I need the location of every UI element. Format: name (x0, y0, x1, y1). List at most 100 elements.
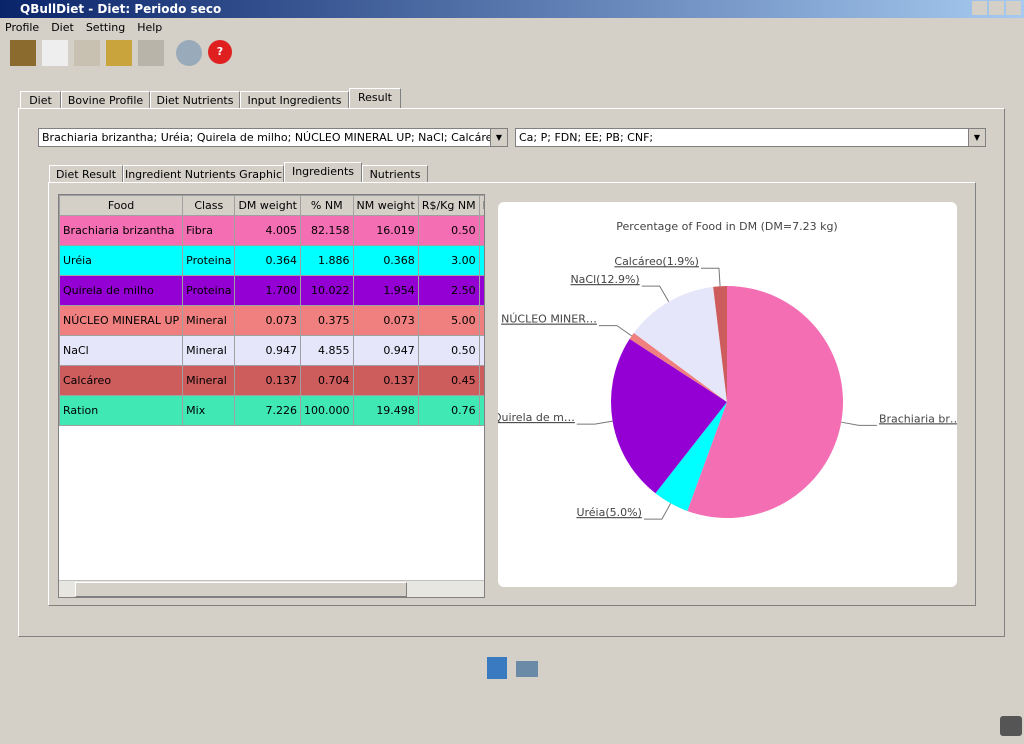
leader-line (598, 325, 632, 337)
table-cell: 0.45 (417, 365, 480, 396)
sub-tab[interactable]: Ingredients (284, 162, 362, 183)
table-cell: 3.00 (417, 245, 480, 276)
ingredients-panel (48, 182, 976, 606)
pie-slice (655, 402, 727, 511)
table-row[interactable]: NaCl Mineral 0.947 4.855 0.947 0.50 (59, 335, 484, 366)
table-cell (478, 335, 484, 366)
table-cell: 5.00 (417, 305, 480, 336)
table-cell: 4.855 (300, 335, 354, 366)
pie-slice (687, 286, 844, 518)
result-panel (18, 108, 1005, 637)
table-cell: NÚCLEO MINERAL UP (59, 305, 184, 336)
tab[interactable]: Bovine Profile (61, 91, 150, 109)
table-cell: Fibra (182, 215, 236, 246)
table-cell: Quirela de milho (59, 275, 184, 306)
combo-text: Ca; P; FDN; EE; PB; CNF; (519, 131, 654, 144)
pie-slice (713, 286, 727, 402)
table-cell (478, 275, 484, 306)
table-cell (478, 305, 484, 336)
report-icon[interactable] (487, 657, 507, 679)
column-header: Class (182, 195, 236, 216)
menu-item[interactable]: Diet (51, 21, 74, 34)
tool-icon[interactable] (106, 40, 132, 66)
slice-label: NÚCLEO MINER… (501, 313, 597, 326)
menu-item[interactable]: Profile (5, 21, 40, 34)
table-cell: 0.76 (417, 395, 480, 426)
slice-label: Brachiaria br… (879, 412, 957, 425)
slice-label: Uréia(5.0%) (576, 506, 641, 519)
combo-arrow[interactable]: ▼ (968, 129, 985, 146)
table-cell: 0.375 (300, 305, 354, 336)
sub-tab[interactable]: Ingredient Nutrients Graphic (123, 165, 284, 183)
pie-slice (629, 332, 727, 402)
table-cell: 0.073 (234, 305, 301, 336)
tool-icon[interactable] (138, 40, 164, 66)
tab[interactable]: Diet Nutrients (150, 91, 240, 109)
slice-label: NaCl(12.9%) (570, 273, 639, 286)
print-icon[interactable] (516, 661, 538, 677)
table-row[interactable]: Quirela de milho Proteina 1.700 10.022 1.954… (59, 275, 484, 306)
menu-bar: Profile Diet Setting Help (5, 21, 162, 34)
table-cell: 2.50 (417, 275, 480, 306)
table-cell: Uréia (59, 245, 184, 276)
table-row[interactable]: Brachiaria brizantha Fibra 4.005 82.158 16.0… (59, 215, 484, 246)
table-cell: Calcáreo (59, 365, 184, 396)
leader-line (841, 421, 877, 426)
tool-icon[interactable] (42, 40, 68, 66)
column-header: R$/Kg NM (417, 195, 480, 216)
pie-slice (611, 338, 727, 494)
table-cell: Mineral (182, 365, 236, 396)
settings-icon[interactable] (176, 40, 202, 66)
table-cell: 0.947 (234, 335, 301, 366)
help-icon[interactable]: ? (208, 40, 232, 64)
sub-tab[interactable]: Nutrients (362, 165, 428, 183)
table-cell: Ration (59, 395, 184, 426)
table-cell: 19.498 (352, 395, 419, 426)
table-cell: 1.700 (234, 275, 301, 306)
table-cell: NaCl (59, 335, 184, 366)
tab[interactable]: Input Ingredients (240, 91, 349, 109)
pie-slice (633, 286, 727, 402)
table-cell: 10.022 (300, 275, 354, 306)
table-cell: Proteina (182, 245, 236, 276)
table-cell: 0.137 (234, 365, 301, 396)
table-cell: 0.364 (234, 245, 301, 276)
tool-icon[interactable] (10, 40, 36, 66)
menu-item[interactable]: Setting (85, 21, 126, 34)
table-cell: 0.368 (352, 245, 419, 276)
table-cell: 82.158 (300, 215, 354, 246)
combo-text: Brachiaria brizantha; Uréia; Quirela de … (42, 131, 503, 144)
leader-line (700, 267, 721, 287)
menu-item[interactable]: Help (137, 21, 163, 34)
table-cell: 1.954 (352, 275, 419, 306)
table-row[interactable]: Calcáreo Mineral 0.137 0.704 0.137 0.45 (59, 365, 484, 396)
max-button[interactable] (989, 1, 1004, 15)
combo-arrow[interactable]: ▼ (490, 129, 507, 146)
table-cell: 0.073 (352, 305, 419, 336)
close-button[interactable] (1006, 1, 1021, 15)
table-row[interactable]: Uréia Proteina 0.364 1.886 0.368 3.00 (59, 245, 484, 276)
tab[interactable]: Diet (20, 91, 61, 109)
min-button[interactable] (972, 1, 987, 15)
tool-icon[interactable] (74, 40, 100, 66)
table-cell: Brachiaria brizantha (59, 215, 184, 246)
food-selector[interactable]: Brachiaria brizantha; Uréia; Quirela de … (38, 128, 508, 147)
sub-tab[interactable]: Diet Result (49, 165, 123, 183)
slice-label: Quirela de m… (498, 411, 575, 424)
slice-label: Calcáreo(1.9%) (614, 255, 699, 268)
table-row[interactable]: NÚCLEO MINERAL UP Mineral 0.073 0.375 0.073 5… (59, 305, 484, 336)
h-scrollbar[interactable] (59, 580, 484, 597)
table-cell: Proteina (182, 275, 236, 306)
tab[interactable]: Result (349, 88, 401, 109)
table-cell: 7.226 (234, 395, 301, 426)
scroll-thumb[interactable] (75, 582, 407, 597)
table-row[interactable]: Ration Mix 7.226 100.000 19.498 0.76 (59, 395, 484, 426)
nutrient-selector[interactable]: Ca; P; FDN; EE; PB; CNF; ▼ (515, 128, 986, 147)
table-cell: Mineral (182, 335, 236, 366)
window-title: QBullDiet - Diet: Periodo seco (20, 2, 222, 16)
table-cell: 0.137 (352, 365, 419, 396)
chat-icon[interactable] (1000, 716, 1022, 736)
pie-chart: Percentage of Food in DM (DM=7.23 kg) Br… (498, 202, 957, 587)
